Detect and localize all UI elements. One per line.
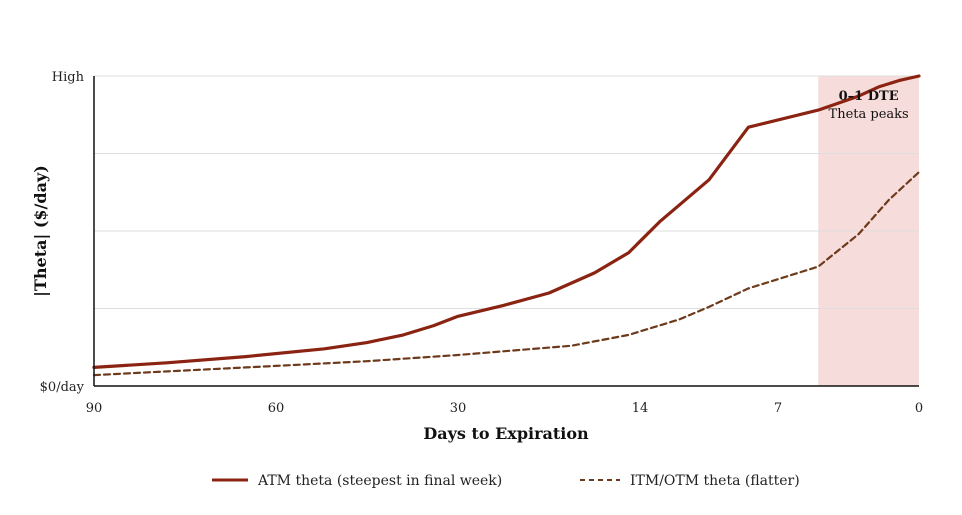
x-axis-title: Days to Expiration [423, 424, 589, 443]
highlight-sublabel: Theta peaks [829, 107, 909, 122]
x-tick-labels: 90 60 30 14 7 0 [86, 401, 923, 416]
y-axis-title: |Theta| ($/day) [31, 165, 50, 297]
x-tick-label-0: 90 [86, 401, 103, 416]
highlight-label: 0–1 DTE [839, 89, 899, 104]
x-tick-label-2: 30 [450, 401, 467, 416]
y-tick-labels: High $0/day [40, 70, 85, 395]
series-line-itm-otm [92, 171, 921, 377]
series-line-atm [92, 74, 921, 369]
y-tick-label-1: $0/day [40, 380, 85, 395]
y-tick-label-0: High [52, 70, 85, 85]
series-lines [92, 74, 921, 377]
legend-label-itm-otm: ITM/OTM theta (flatter) [630, 473, 800, 489]
x-tick-label-3: 14 [632, 401, 649, 416]
x-tick-label-1: 60 [268, 401, 285, 416]
x-tick-label-5: 0 [915, 401, 923, 416]
gridlines [94, 75, 919, 309]
x-tick-label-4: 7 [774, 401, 782, 416]
legend: ATM theta (steepest in final week) ITM/O… [212, 473, 800, 489]
legend-label-atm: ATM theta (steepest in final week) [257, 473, 502, 489]
